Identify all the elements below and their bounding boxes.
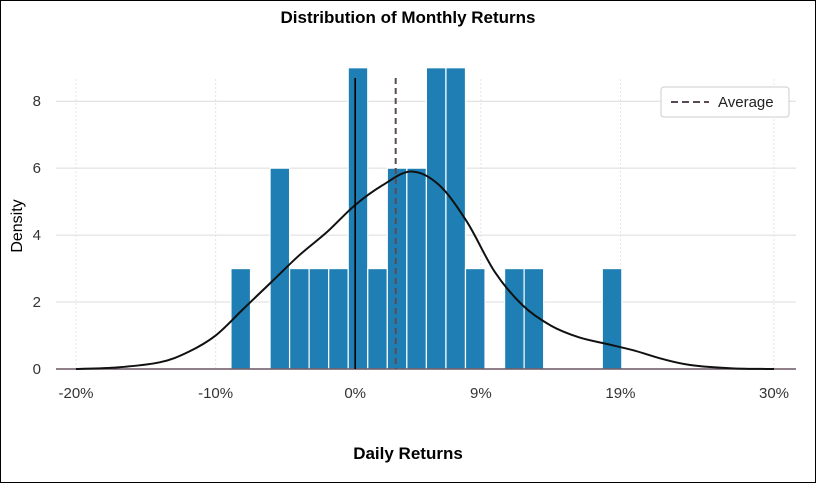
x-tick-label: 0% xyxy=(344,385,366,402)
histogram-bar xyxy=(503,267,525,370)
histogram-bar xyxy=(288,267,310,370)
histogram-bar xyxy=(308,267,330,370)
legend-average-label: Average xyxy=(718,94,774,111)
y-tick-label: 2 xyxy=(33,294,41,311)
histogram-bar xyxy=(367,267,388,370)
x-tick-label: 9% xyxy=(470,385,492,402)
histogram-bar xyxy=(347,67,369,370)
y-axis-label: Density xyxy=(9,199,26,252)
x-tick-label: -10% xyxy=(198,385,233,402)
y-tick-label: 8 xyxy=(33,93,41,110)
histogram-bar xyxy=(386,167,408,370)
histogram-bar xyxy=(601,267,623,370)
histogram-bar xyxy=(464,267,486,370)
x-tick-label: 19% xyxy=(605,385,635,402)
chart-title: Distribution of Monthly Returns xyxy=(280,8,536,27)
y-tick-label: 6 xyxy=(33,160,41,177)
histogram-bar xyxy=(406,167,427,370)
y-tick-labels: 0 2 4 6 8 xyxy=(33,93,41,378)
histogram-bar xyxy=(269,167,291,370)
y-tick-label: 4 xyxy=(33,227,41,244)
histogram-bar xyxy=(328,267,349,370)
y-tick-label: 0 xyxy=(33,361,41,378)
legend-box xyxy=(660,86,790,118)
histogram-bars xyxy=(230,67,623,370)
reference-lines xyxy=(354,78,397,369)
density-curve xyxy=(75,170,775,370)
x-axis-label: Daily Returns xyxy=(353,444,463,463)
x-tick-label: -20% xyxy=(58,385,93,402)
x-tick-label: 30% xyxy=(759,385,789,402)
x-tick-labels: -20% -10% 0% 9% 19% 30% xyxy=(58,385,789,402)
legend: Average xyxy=(660,86,790,118)
histogram-bar xyxy=(445,67,467,370)
histogram-bar xyxy=(425,67,447,370)
kde-line xyxy=(75,170,775,370)
